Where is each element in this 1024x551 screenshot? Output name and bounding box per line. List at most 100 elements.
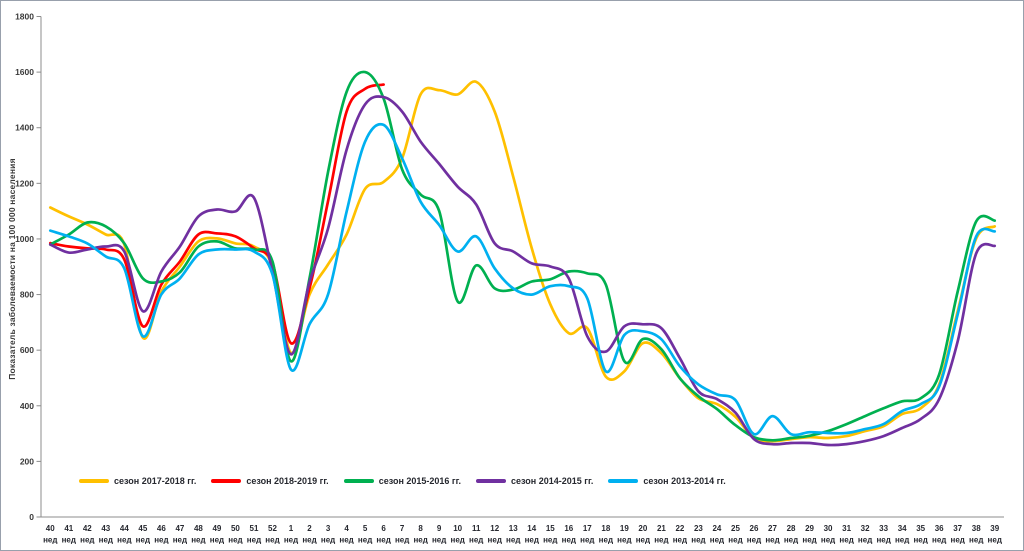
x-axis-week-unit: нед bbox=[210, 536, 224, 545]
x-axis-week-unit: нед bbox=[228, 536, 242, 545]
y-axis-tick-label: 1200 bbox=[15, 178, 34, 188]
legend-swatch bbox=[211, 479, 242, 483]
x-axis-week-unit: нед bbox=[580, 536, 594, 545]
series-line-4 bbox=[48, 122, 997, 437]
series-line-0 bbox=[48, 80, 997, 443]
x-axis-week-number: 27 bbox=[768, 524, 777, 533]
x-axis-week-number: 7 bbox=[400, 524, 405, 533]
x-axis-week-number: 49 bbox=[212, 524, 221, 533]
x-axis-week-number: 30 bbox=[824, 524, 833, 533]
x-axis-week-number: 41 bbox=[64, 524, 73, 533]
x-axis-week-number: 18 bbox=[601, 524, 610, 533]
x-axis-week-number: 1 bbox=[289, 524, 294, 533]
x-axis-week-unit: нед bbox=[376, 536, 390, 545]
x-axis-week-number: 5 bbox=[363, 524, 368, 533]
y-axis-tick-label: 1000 bbox=[15, 234, 34, 244]
x-axis-week-number: 32 bbox=[861, 524, 870, 533]
legend-swatch bbox=[343, 479, 374, 483]
x-axis-week-number: 3 bbox=[326, 524, 331, 533]
x-axis-week-unit: нед bbox=[654, 536, 668, 545]
x-axis-week-unit: нед bbox=[988, 536, 1002, 545]
x-axis-week-unit: нед bbox=[413, 536, 427, 545]
legend-label: сезон 2015-2016 гг. bbox=[378, 476, 462, 486]
x-axis-week-unit: нед bbox=[191, 536, 205, 545]
y-axis-tick-label: 1800 bbox=[15, 12, 34, 22]
x-axis-week-unit: нед bbox=[358, 536, 372, 545]
x-axis-week-unit: нед bbox=[969, 536, 983, 545]
x-axis-week-number: 14 bbox=[527, 524, 536, 533]
y-axis-tick-label: 1600 bbox=[15, 67, 34, 77]
x-axis-week-number: 33 bbox=[879, 524, 888, 533]
x-axis-week-number: 2 bbox=[307, 524, 312, 533]
x-axis-week-number: 31 bbox=[842, 524, 851, 533]
x-axis-week-number: 37 bbox=[953, 524, 962, 533]
legend: сезон 2017-2018 гг. сезон 2018-2019 гг. се… bbox=[79, 476, 726, 486]
legend-label: сезон 2017-2018 гг. bbox=[114, 476, 197, 486]
x-axis-week-unit: нед bbox=[451, 536, 465, 545]
legend-item-1: сезон 2018-2019 гг. bbox=[211, 476, 329, 486]
x-axis-week-unit: нед bbox=[562, 536, 576, 545]
x-axis-week-number: 48 bbox=[194, 524, 203, 533]
x-axis-week-number: 9 bbox=[437, 524, 442, 533]
x-axis-week-unit: нед bbox=[802, 536, 816, 545]
legend-item-0: сезон 2017-2018 гг. bbox=[79, 476, 196, 486]
x-axis-week-number: 11 bbox=[472, 524, 481, 533]
series-line-1 bbox=[48, 83, 385, 345]
x-axis-week-number: 21 bbox=[657, 524, 666, 533]
x-axis-week-number: 38 bbox=[972, 524, 981, 533]
x-axis-week-unit: нед bbox=[821, 536, 835, 545]
y-axis-tick-label: 200 bbox=[20, 456, 34, 466]
series-line-3 bbox=[48, 95, 997, 447]
y-axis-tick-label: 600 bbox=[20, 345, 34, 355]
x-axis-week-number: 39 bbox=[990, 524, 999, 533]
x-axis-week-number: 52 bbox=[268, 524, 277, 533]
x-axis-week-unit: нед bbox=[432, 536, 446, 545]
x-axis-week-unit: нед bbox=[80, 536, 94, 545]
x-axis-week-unit: нед bbox=[839, 536, 853, 545]
x-axis-week-unit: нед bbox=[728, 536, 742, 545]
x-axis-week-number: 42 bbox=[83, 524, 92, 533]
x-axis-week-unit: нед bbox=[99, 536, 113, 545]
legend-swatch bbox=[79, 479, 109, 483]
x-axis-week-unit: нед bbox=[876, 536, 890, 545]
legend-item-2: сезон 2015-2016 гг. bbox=[343, 476, 462, 486]
x-axis-week-unit: нед bbox=[506, 536, 520, 545]
x-axis-week-unit: нед bbox=[895, 536, 909, 545]
x-axis-week-number: 17 bbox=[583, 524, 592, 533]
legend-swatch bbox=[608, 479, 639, 483]
x-axis-week-number: 6 bbox=[381, 524, 386, 533]
x-axis-week-unit: нед bbox=[265, 536, 279, 545]
x-axis-week-number: 28 bbox=[787, 524, 796, 533]
x-axis-week-number: 22 bbox=[675, 524, 684, 533]
legend-label: сезон 2018-2019 гг. bbox=[246, 476, 329, 486]
x-axis-week-unit: нед bbox=[43, 536, 57, 545]
x-axis-week-number: 23 bbox=[694, 524, 703, 533]
x-axis-week-number: 26 bbox=[750, 524, 759, 533]
x-axis-week-number: 29 bbox=[805, 524, 814, 533]
y-axis-tick-label: 0 bbox=[29, 512, 34, 522]
x-axis-week-unit: нед bbox=[247, 536, 261, 545]
legend-label: сезон 2014-2015 гг. bbox=[511, 476, 594, 486]
x-axis-week-unit: нед bbox=[784, 536, 798, 545]
x-axis-week-number: 15 bbox=[546, 524, 555, 533]
x-axis-week-unit: нед bbox=[117, 536, 131, 545]
x-axis-week-number: 8 bbox=[418, 524, 423, 533]
y-axis-tick-label: 400 bbox=[20, 401, 34, 411]
legend-item-4: сезон 2013-2014 гг. bbox=[608, 476, 726, 486]
x-axis-week-number: 36 bbox=[935, 524, 944, 533]
x-axis-week-unit: нед bbox=[913, 536, 927, 545]
x-axis-week-number: 19 bbox=[620, 524, 629, 533]
x-axis-week-unit: нед bbox=[284, 536, 298, 545]
x-axis-week-number: 16 bbox=[564, 524, 573, 533]
x-axis-week-unit: нед bbox=[673, 536, 687, 545]
x-axis-week-unit: нед bbox=[173, 536, 187, 545]
x-axis-week-unit: нед bbox=[710, 536, 724, 545]
x-axis-week-unit: нед bbox=[932, 536, 946, 545]
legend-item-3: сезон 2014-2015 гг. bbox=[476, 476, 593, 486]
x-axis-week-unit: нед bbox=[599, 536, 613, 545]
x-axis-week-number: 50 bbox=[231, 524, 240, 533]
x-axis-week-number: 34 bbox=[898, 524, 907, 533]
x-axis-week-unit: нед bbox=[858, 536, 872, 545]
